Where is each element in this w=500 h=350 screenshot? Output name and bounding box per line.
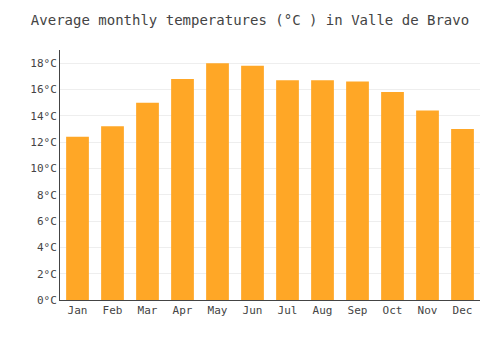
svg-text:Average monthly temperatures (: Average monthly temperatures (°C ) in Va… [31,12,469,28]
svg-text:4°C: 4°C [37,241,57,254]
svg-text:Sep: Sep [348,304,368,317]
svg-text:Apr: Apr [173,304,193,317]
svg-text:Aug: Aug [313,304,333,317]
svg-text:12°C: 12°C [30,136,57,149]
svg-text:18°C: 18°C [30,57,57,70]
svg-text:Feb: Feb [103,304,123,317]
svg-text:16°C: 16°C [30,83,57,96]
svg-text:Dec: Dec [453,304,473,317]
svg-text:6°C: 6°C [37,215,57,228]
svg-text:2°C: 2°C [37,268,57,281]
svg-text:8°C: 8°C [37,189,57,202]
svg-text:Oct: Oct [383,304,403,317]
svg-text:Mar: Mar [138,304,158,317]
svg-text:10°C: 10°C [30,162,57,175]
svg-text:Jun: Jun [243,304,263,317]
svg-text:May: May [208,304,228,317]
svg-text:Jul: Jul [278,304,298,317]
svg-text:Jan: Jan [68,304,88,317]
svg-text:14°C: 14°C [30,110,57,123]
svg-text:Nov: Nov [418,304,438,317]
svg-text:0°C: 0°C [37,294,57,307]
